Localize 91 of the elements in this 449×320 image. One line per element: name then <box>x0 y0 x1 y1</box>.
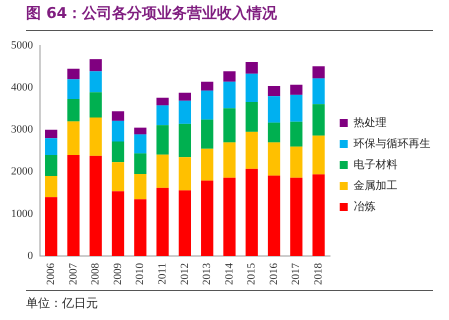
x-tick-label: 2013 <box>201 262 214 285</box>
y-tick-label: 2000 <box>11 166 34 178</box>
bar <box>268 142 280 176</box>
bar <box>156 154 169 188</box>
bar <box>90 156 102 256</box>
bar <box>156 98 169 106</box>
bar <box>156 188 169 256</box>
bar <box>246 168 258 256</box>
bar <box>90 118 102 156</box>
bar <box>223 82 236 108</box>
x-tick-label: 2012 <box>178 263 191 285</box>
y-tick-label: 1000 <box>11 208 34 220</box>
bar <box>268 96 280 123</box>
x-tick-label: 2018 <box>312 262 324 285</box>
bar <box>67 99 80 122</box>
x-tick-label: 2015 <box>246 262 258 285</box>
bar <box>223 71 236 82</box>
bar <box>201 180 214 256</box>
bar <box>134 153 146 174</box>
x-tick-label: 2006 <box>45 262 58 285</box>
bar <box>45 130 58 138</box>
bar <box>178 157 192 190</box>
bar <box>45 176 58 198</box>
bar <box>312 136 325 174</box>
bar <box>45 197 58 256</box>
bar <box>67 121 80 156</box>
legend-label: 热处理 <box>353 116 386 129</box>
bar <box>290 122 302 147</box>
bar <box>45 155 58 176</box>
y-tick-label: 0 <box>28 250 34 262</box>
legend-label: 电子材料 <box>353 158 398 171</box>
bar <box>223 142 236 178</box>
x-tick-label: 2016 <box>268 262 280 285</box>
x-tick-label: 2009 <box>112 262 124 285</box>
bar <box>178 190 192 256</box>
bar <box>112 142 124 162</box>
bar <box>201 120 214 149</box>
x-tick-label: 2011 <box>156 263 168 285</box>
bar <box>112 162 124 192</box>
bar <box>45 138 58 156</box>
x-tick-label: 2008 <box>90 262 102 285</box>
bar <box>246 74 258 102</box>
bar <box>134 134 146 154</box>
bar <box>134 174 146 200</box>
bar <box>201 148 214 181</box>
bar <box>223 178 236 256</box>
bar <box>223 108 236 142</box>
bar <box>178 92 192 101</box>
bar <box>246 102 258 132</box>
bar <box>156 105 169 126</box>
bar <box>112 120 124 142</box>
bar <box>67 155 80 256</box>
bar <box>268 176 280 256</box>
bar <box>290 84 302 95</box>
bar <box>290 146 302 178</box>
bar <box>67 79 80 100</box>
bar <box>178 100 192 124</box>
bar <box>290 178 302 256</box>
bar <box>312 66 325 78</box>
bar <box>268 122 280 142</box>
y-tick-label: 4000 <box>11 82 34 94</box>
y-tick-label: 3000 <box>11 124 34 136</box>
chart-title: 图 64：公司各分项业务营业收入情况 <box>26 4 278 23</box>
bar <box>312 174 325 256</box>
bar <box>90 92 102 118</box>
x-tick-label: 2010 <box>134 262 146 285</box>
bar <box>178 124 192 158</box>
bar <box>112 191 124 256</box>
bar <box>268 86 280 96</box>
bar <box>90 71 102 92</box>
bar <box>312 78 325 104</box>
legend-label: 金属加工 <box>353 178 398 192</box>
bar <box>67 68 80 80</box>
text: 单位：亿日元 <box>26 295 98 312</box>
bar <box>134 128 146 134</box>
bar <box>134 199 146 256</box>
bar <box>201 82 214 91</box>
bar <box>246 132 258 169</box>
bar <box>201 90 214 120</box>
bar <box>112 111 124 121</box>
x-tick-label: 2014 <box>223 262 236 285</box>
legend-label: 冶炼 <box>353 200 376 213</box>
bar <box>246 62 258 74</box>
bar <box>90 59 102 72</box>
x-tick-label: 2007 <box>67 262 80 285</box>
y-tick-label: 5000 <box>11 39 34 52</box>
bar <box>312 104 325 136</box>
x-tick-label: 2017 <box>290 262 302 285</box>
legend-label: 环保与循环再生 <box>353 136 430 150</box>
bar <box>290 94 302 122</box>
bar <box>156 125 169 155</box>
